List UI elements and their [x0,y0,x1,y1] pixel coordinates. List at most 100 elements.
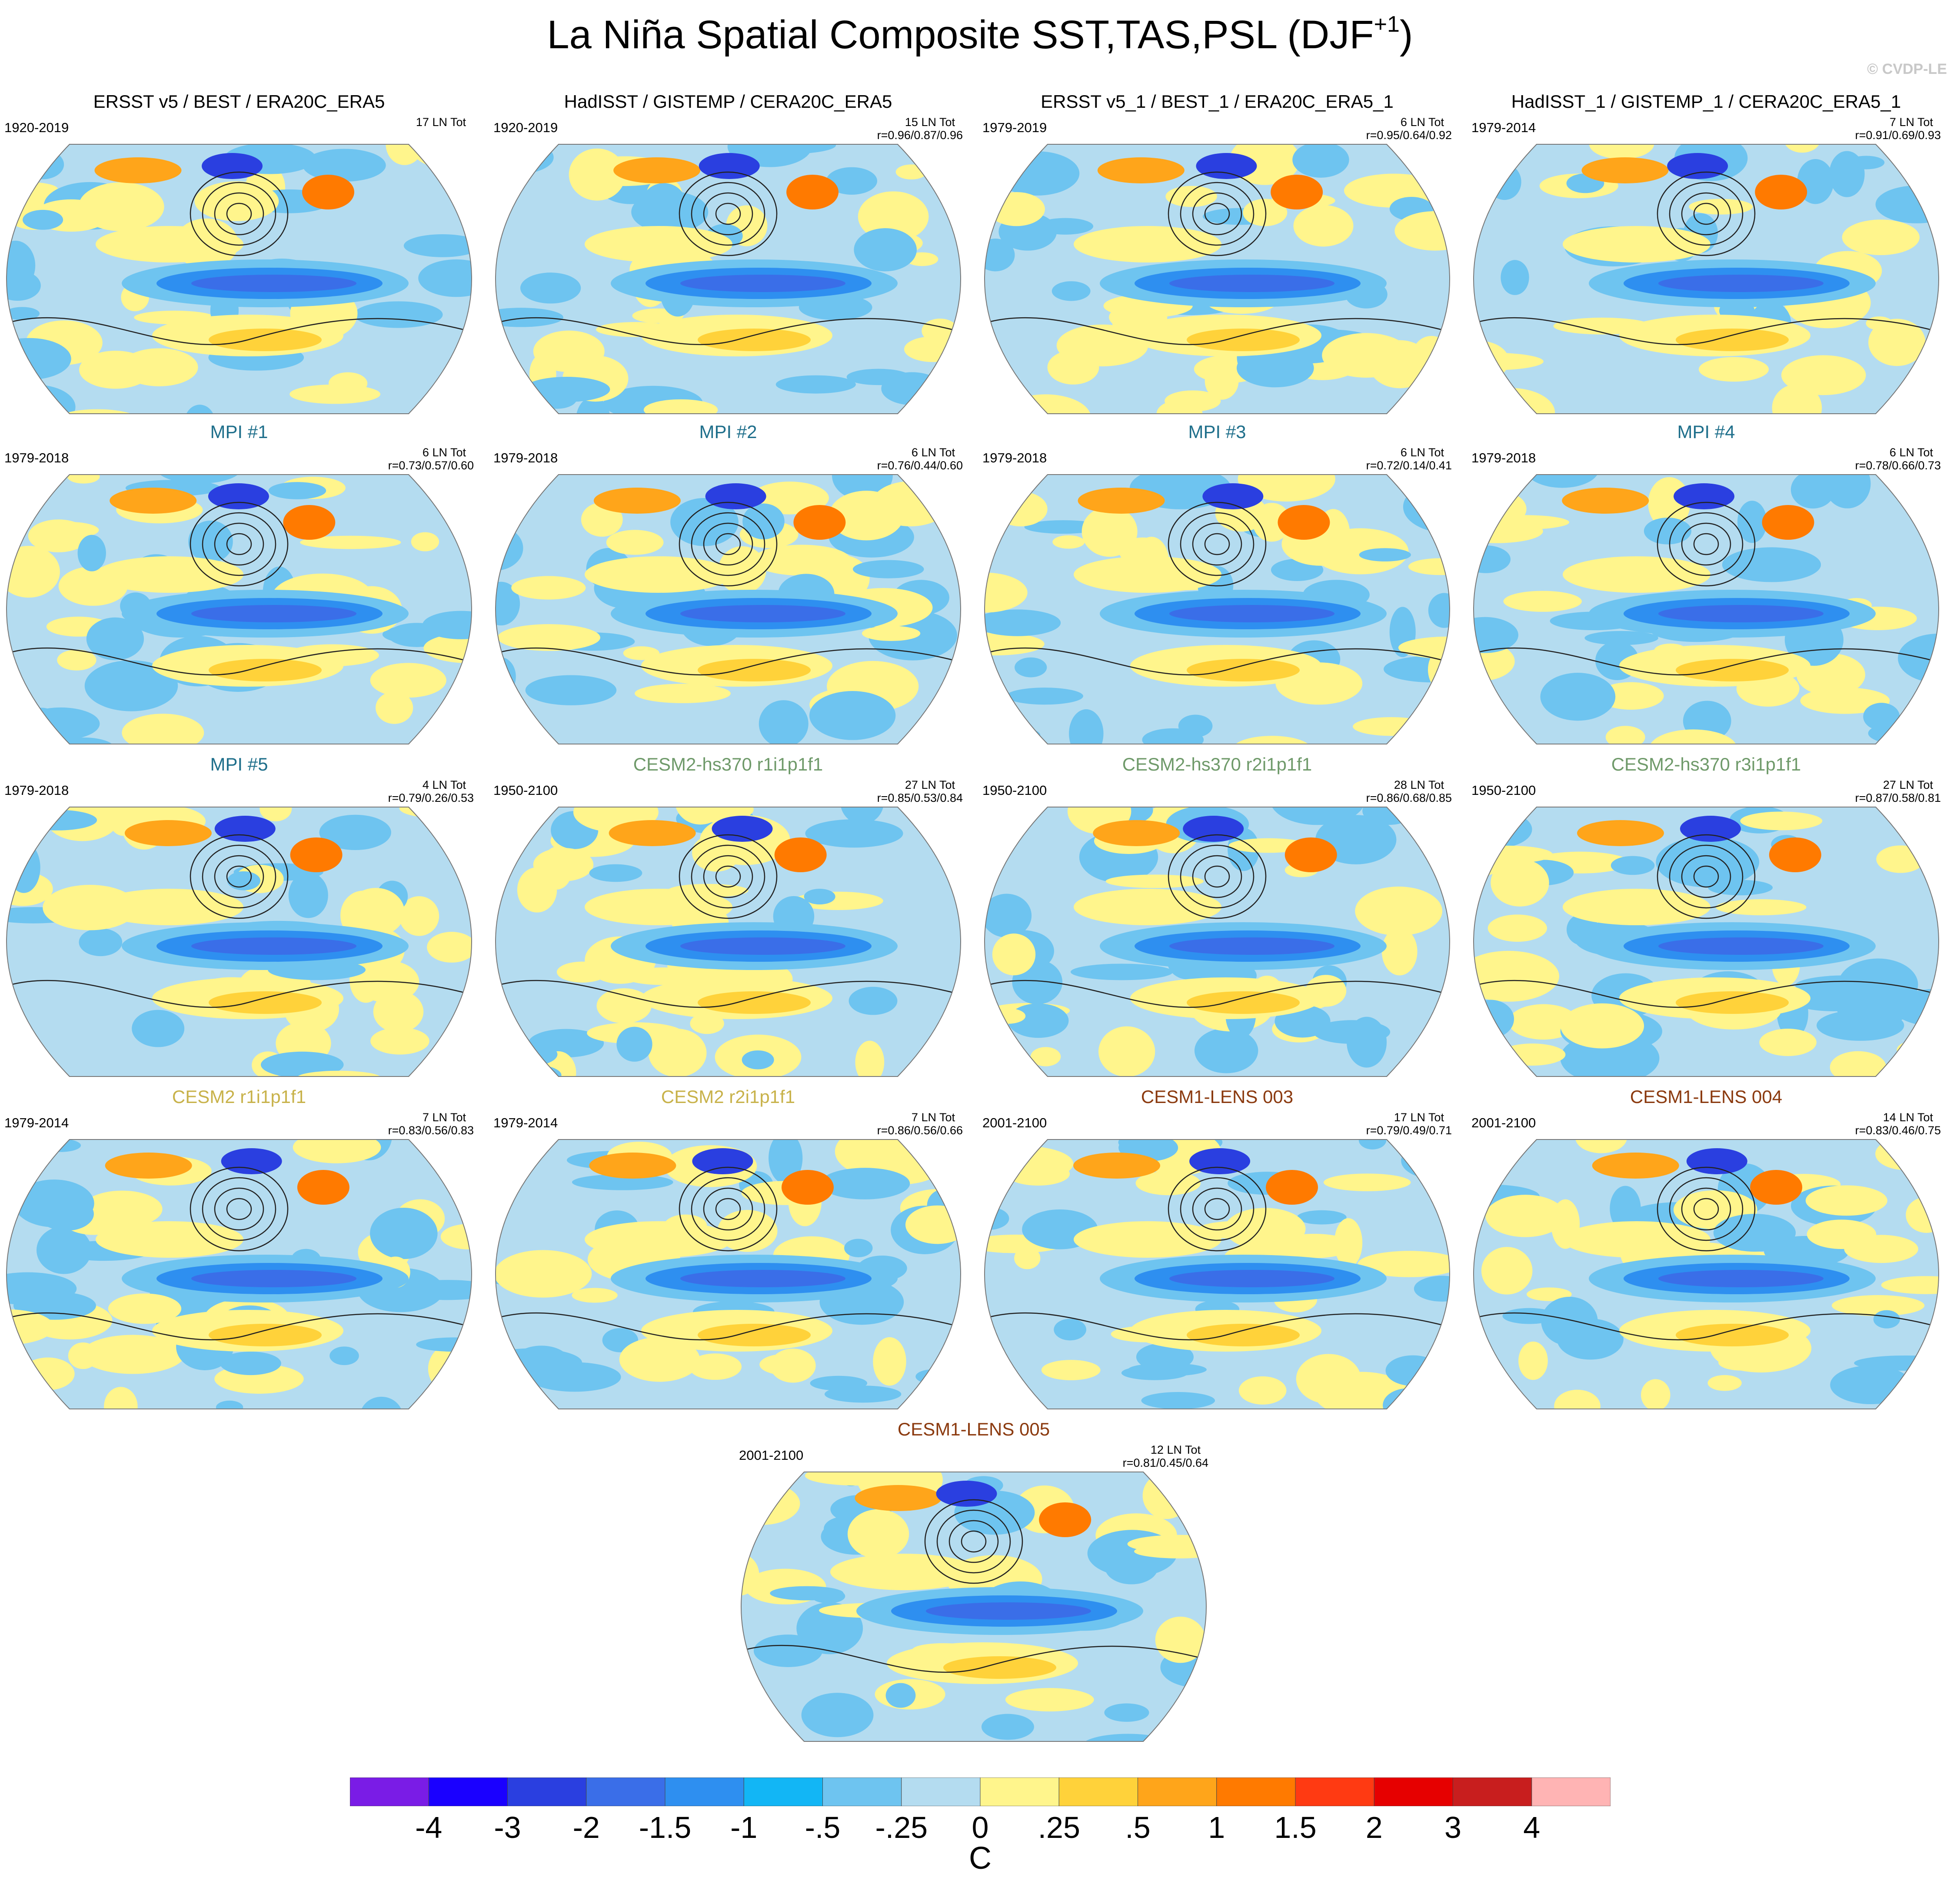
psl-contour [1669,844,1744,909]
horseshoe-warm-south-core [1676,659,1789,681]
psl-contour [1168,171,1267,256]
panel-period: 1920-2019 [4,120,69,135]
weak-cool-anomaly [1154,475,1189,487]
robinson-map [6,1139,473,1409]
cold-tongue-core [680,937,845,955]
map-panel: CESM2-hs370 r2i1p1f1 1950-2100 28 LN Tot r=… [982,754,1452,1084]
panel-correlation: r=0.83/0.56/0.83 [388,1124,474,1137]
colorbar-swatch [1453,1777,1532,1806]
weak-cool-anomaly [416,1337,472,1352]
weak-cool-anomaly [769,1140,803,1184]
psl-contour-south [986,317,1448,346]
weak-cool-anomaly [227,871,260,890]
weak-cool-anomaly [805,819,903,848]
weak-cool-anomaly [1121,1365,1188,1380]
north-america-warm-anomaly [1762,505,1814,540]
panel-title: CESM1-LENS 004 [1630,1086,1783,1107]
weak-warm-anomaly [855,1040,885,1076]
arctic-cold-anomaly [1202,483,1264,509]
psl-contour [1180,1177,1255,1241]
panel-event-count: 27 LN Tot [905,778,955,791]
weak-cool-anomaly [1873,1310,1900,1329]
panel-event-count: 6 LN Tot [422,446,466,459]
weak-cool-anomaly [1824,475,1871,508]
weak-warm-anomaly [1232,736,1311,744]
cold-tongue-core [680,605,845,622]
colorbar-swatch [901,1777,981,1806]
psl-contour [202,512,276,576]
panel-period: 1950-2100 [1471,783,1536,798]
weak-cool-anomaly [354,301,443,328]
panel-period: 1979-2018 [493,450,558,465]
weak-cool-anomaly [1525,475,1599,488]
weak-warm-anomaly [21,1357,75,1390]
colorbar-tick-label: 3 [1444,1811,1461,1844]
arctic-warm-anomaly [1097,157,1185,183]
weak-warm-anomaly [290,384,381,404]
weak-warm-anomaly [1759,1029,1817,1056]
weak-warm-anomaly [1355,886,1442,936]
colorbar-swatch [586,1777,666,1806]
psl-contour [703,522,753,566]
map-outline [1473,807,1940,1077]
panel-event-count: 12 LN Tot [1150,1443,1201,1456]
psl-contour [924,1499,1023,1584]
colorbar-tick-label: -4 [415,1811,443,1844]
weak-cool-anomaly [820,1168,910,1199]
weak-cool-anomaly [844,1239,873,1257]
weak-warm-anomaly [1518,1341,1548,1380]
psl-contour-south [8,317,470,346]
psl-contour [190,502,289,587]
arctic-warm-anomaly [1577,820,1664,846]
map-outline [984,144,1451,414]
weak-cool-anomaly [288,872,328,918]
weak-warm-anomaly [1052,535,1085,549]
colorbar-tick-label: 1.5 [1274,1811,1317,1844]
weak-cool-anomaly [403,234,472,257]
weak-warm-anomaly [429,393,469,414]
weak-warm-anomaly [922,319,958,343]
map-outline [6,1139,473,1409]
robinson-map [6,144,473,414]
psl-contour [1204,865,1230,888]
horseshoe-warm-north [1074,1221,1221,1258]
weak-cool-anomaly [824,1385,902,1403]
weak-cool-anomaly [1795,975,1899,996]
psl-contour-south [743,1644,1205,1673]
weak-warm-anomaly [1597,682,1664,710]
weak-warm-anomaly [1805,1185,1887,1216]
weak-cool-anomaly [641,183,687,229]
arctic-warm-anomaly [1562,488,1649,514]
north-america-warm-anomaly [283,505,336,540]
map-outline [984,474,1451,744]
weak-cool-anomaly [1501,260,1529,295]
weak-warm-anomaly [1875,1140,1935,1170]
horseshoe-warm-south-core [1187,1324,1300,1346]
arctic-cold-anomaly [1183,816,1244,842]
weak-warm-anomaly [1831,1295,1925,1316]
psl-contour [715,865,741,888]
arctic-warm-anomaly [613,157,701,183]
horseshoe-warm-south-core [1676,1324,1789,1346]
map-outline [495,1139,962,1409]
north-america-warm-anomaly [290,837,343,872]
cold-tongue-core [680,1270,845,1287]
weak-warm-anomaly [1081,506,1138,557]
map-outline [984,1139,1451,1409]
panel-correlation: r=0.78/0.66/0.73 [1855,459,1941,472]
weak-cool-anomaly [86,617,144,661]
psl-contour [936,1509,1011,1574]
weak-cool-anomaly [1540,673,1616,721]
weak-cool-anomaly [985,609,1061,636]
psl-contour [1657,502,1756,587]
weak-warm-anomaly [1408,558,1450,575]
weak-warm-anomaly [194,181,279,221]
panel-period: 1950-2100 [493,783,558,798]
weak-cool-anomaly [1347,1017,1387,1068]
weak-cool-anomaly [985,894,1032,938]
weak-cool-anomaly [156,475,242,484]
weak-cool-anomaly [742,1050,774,1070]
horseshoe-warm-north [1074,226,1221,262]
weak-warm-anomaly [496,1250,592,1298]
weak-cool-anomaly [852,560,924,578]
